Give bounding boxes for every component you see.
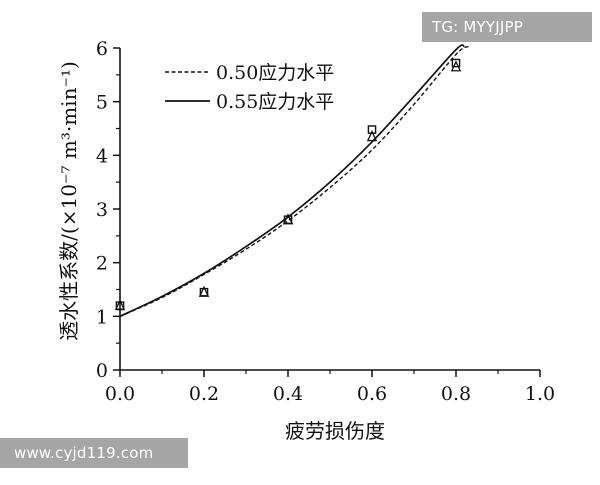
- markers: [114, 58, 462, 311]
- x-tick-label: 0.2: [189, 383, 219, 405]
- y-axis-title: 透水性系数/(×10⁻⁷ m³·min⁻¹): [57, 61, 81, 341]
- y-tick-label: 3: [96, 199, 108, 221]
- y-tick-label: 2: [96, 253, 108, 275]
- x-tick-label: 1.0: [525, 383, 555, 405]
- data-point-square: [115, 301, 125, 310]
- x-tick-label: 0.0: [105, 383, 135, 405]
- data-point-square: [199, 287, 209, 297]
- y-tick-label: 4: [96, 145, 108, 167]
- data-point-square: [283, 215, 293, 225]
- ticks: 0.0 0.2 0.4 0.6 0.8 1.0 0 1 2 3 4 5 6: [96, 38, 555, 405]
- x-tick-label: 0.6: [357, 383, 387, 405]
- legend: 0.50应力水平 0.55应力水平: [165, 62, 334, 113]
- legend-label-055: 0.55应力水平: [216, 91, 334, 113]
- x-axis-title: 疲劳损伤度: [285, 419, 385, 443]
- y-tick-label: 5: [96, 92, 108, 114]
- watermark-bottom-left: www.cyjd119.com: [0, 438, 188, 468]
- y-tick-label: 0: [96, 360, 108, 382]
- series-curve-1: [119, 44, 465, 318]
- curves: [119, 44, 469, 318]
- legend-label-050: 0.50应力水平: [216, 62, 334, 84]
- x-tick-label: 0.4: [273, 383, 303, 405]
- data-point-triangle: [366, 130, 378, 142]
- y-tick-label: 6: [96, 38, 108, 60]
- data-point-square: [451, 58, 461, 68]
- x-tick-label: 0.8: [441, 383, 471, 405]
- y-tick-label: 1: [96, 306, 108, 328]
- data-point-square: [367, 125, 377, 134]
- watermark-top-right: TG: MYYJJPP: [422, 12, 592, 42]
- series-curve-0: [119, 45, 469, 317]
